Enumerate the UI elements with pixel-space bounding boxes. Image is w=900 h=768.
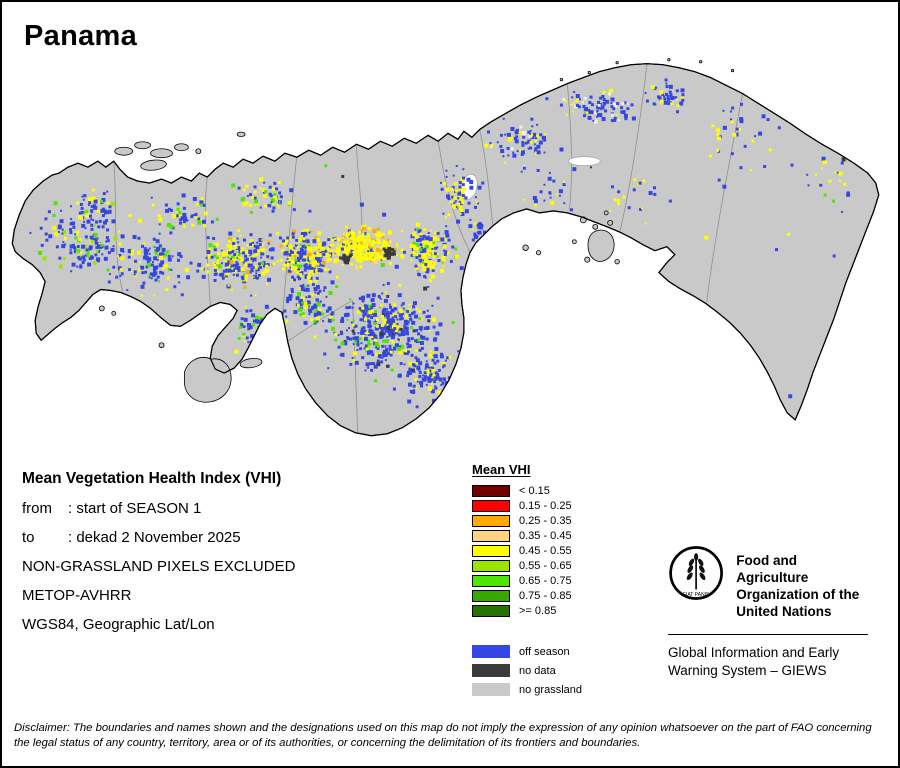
legend-label: 0.55 - 0.65 [519,560,572,572]
legend-row: 0.45 - 0.55 [472,545,582,557]
country-title: Panama [24,20,138,52]
legend-title: Mean VHI [472,462,531,477]
giews-line: Warning System – GIEWS [668,662,827,678]
legend-row: 0.55 - 0.65 [472,560,582,572]
legend-row: 0.65 - 0.75 [472,575,582,587]
legend-color-swatch [472,590,510,602]
legend-color-swatch [472,645,510,658]
legend-label: >= 0.85 [519,605,557,617]
legend-label: 0.15 - 0.25 [519,500,572,512]
vhi-class-list: < 0.15 0.15 - 0.25 0.25 - 0.35 0.35 - 0.45 0… [472,485,582,617]
fao-motto: FIAT PANIS [683,592,710,598]
wheat-ear-icon [686,553,706,590]
fao-org-name: Food and Agriculture Organization of the… [736,544,868,620]
legend-color-swatch [472,530,510,542]
legend-label: < 0.15 [519,485,550,497]
legend-row: 0.25 - 0.35 [472,515,582,527]
from-value: : start of SEASON 1 [68,500,202,517]
sensor-note: METOP-AVHRR [22,587,132,604]
fao-separator-line [668,634,868,635]
legend-label: 0.45 - 0.55 [519,545,572,557]
islands [98,58,735,403]
legend-row: 0.15 - 0.25 [472,500,582,512]
legend-row: >= 0.85 [472,605,582,617]
legend-label: no data [519,664,556,677]
giews-name: Global Information and Early Warning Sys… [668,644,868,679]
projection-note: WGS84, Geographic Lat/Lon [22,616,215,633]
legend-label: 0.65 - 0.75 [519,575,572,587]
season-from-line: from : start of SEASON 1 [22,500,295,517]
legend-color-swatch [472,515,510,527]
fao-attribution-block: FIAT PANIS Food and Agriculture Organiza… [668,544,868,679]
legend-row: < 0.15 [472,485,582,497]
legend-extra-class-list: off season no data no grassland [472,645,582,696]
fao-org-line: United Nations [736,604,832,619]
from-label: from [22,500,52,517]
giews-line: Global Information and Early [668,645,840,660]
legend-row: 0.75 - 0.85 [472,590,582,602]
legend-color-swatch [472,605,510,617]
legend-color-swatch [472,664,510,677]
legend-color-swatch [472,545,510,557]
legend-color-swatch [472,560,510,572]
fao-logo-icon: FIAT PANIS [669,546,723,600]
nongrassland-note: NON-GRASSLAND PIXELS EXCLUDED [22,558,296,575]
disclaimer-text: Disclaimer: The boundaries and names sho… [14,722,872,749]
to-value: : dekad 2 November 2025 [68,529,241,546]
to-label: to [22,529,35,546]
legend-color-swatch [472,575,510,587]
legend-row: off season [472,645,582,658]
legend-row: no grassland [472,683,582,696]
legend-label: 0.35 - 0.45 [519,530,572,542]
fao-org-line: Food and Agriculture [736,553,809,585]
legend-color-swatch [472,683,510,696]
legend-label: off season [519,645,570,658]
legend-row: no data [472,664,582,677]
map-metadata-block: Mean Vegetation Health Index (VHI) from:… [22,470,295,633]
vhi-pixel-layer [29,70,869,427]
legend-label: no grassland [519,683,582,696]
fao-org-line: Organization of the [736,587,860,602]
legend-label: 0.25 - 0.35 [519,515,572,527]
legend-row: 0.35 - 0.45 [472,530,582,542]
legend-color-swatch [472,485,510,497]
vhi-heading: Mean Vegetation Health Index (VHI) [22,470,282,487]
season-to-line: to : dekad 2 November 2025 [22,529,295,546]
legend-label: 0.75 - 0.85 [519,590,572,602]
vhi-legend: Mean VHI < 0.15 0.15 - 0.25 0.25 - 0.35 0.3… [472,462,582,702]
legend-color-swatch [472,500,510,512]
fao-logo-and-name: FIAT PANIS Food and Agriculture Organiza… [668,544,868,620]
